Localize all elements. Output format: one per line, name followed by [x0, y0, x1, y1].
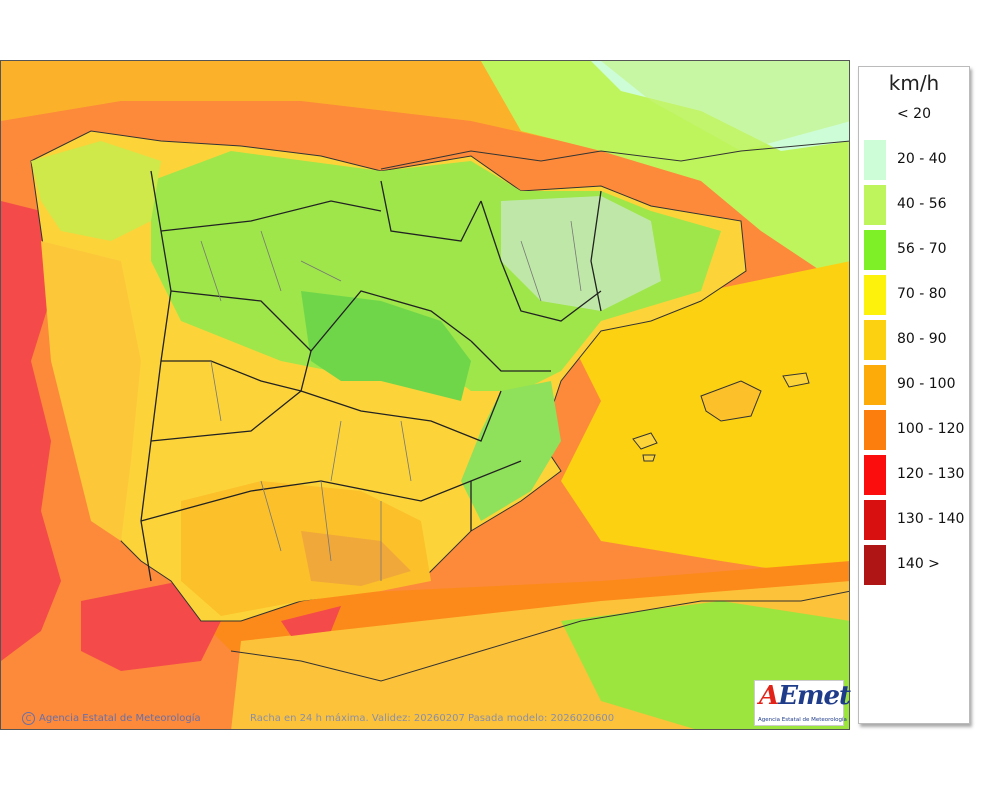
legend-swatch: [864, 230, 886, 270]
legend-swatch: [864, 455, 886, 495]
logo-subtitle: Agencia Estatal de Meteorología: [758, 717, 847, 723]
legend-title: km/h: [888, 71, 940, 95]
alboran-red: [281, 606, 341, 636]
legend-swatch: [864, 500, 886, 540]
east-coast-green: [461, 381, 561, 521]
legend-label: 40 - 56: [897, 196, 947, 212]
legend-swatch: [864, 185, 886, 225]
legend-item: 120 - 130: [859, 455, 969, 495]
legend-item: 90 - 100: [859, 365, 969, 405]
province-borders: [200, 220, 582, 581]
portugal-zone: [41, 241, 141, 541]
formentera-island: [642, 454, 656, 462]
legend-swatch: [864, 365, 886, 405]
legend-label: 56 - 70: [897, 241, 947, 257]
aemet-logo: AEmet Agencia Estatal de Meteorología: [754, 680, 851, 726]
center-green-zone: [301, 291, 471, 401]
map-canvas: [1, 61, 849, 729]
legend-panel: km/h < 20 20 - 40 40 - 56 56 - 70 70 - 80 80 …: [858, 66, 970, 724]
legend-item: 140 >: [859, 545, 969, 585]
south-hot-spots: [301, 531, 411, 586]
legend-label: < 20: [897, 106, 931, 122]
region-borders: [140, 170, 602, 582]
legend-label: 90 - 100: [897, 376, 956, 392]
galicia-zone: [31, 141, 161, 241]
legend-item: 70 - 80: [859, 275, 969, 315]
credit-line: C Agencia Estatal de Meteorología: [22, 712, 201, 725]
legend-label: 20 - 40: [897, 151, 947, 167]
wind-gust-map: [0, 60, 850, 730]
legend-item: 20 - 40: [859, 140, 969, 180]
ibiza-island: [632, 432, 658, 450]
legend-label: 140 >: [897, 556, 940, 572]
logo-mark-a: A: [759, 681, 779, 711]
legend-swatch: [864, 140, 886, 180]
legend-swatch: [864, 320, 886, 360]
legend-item: 56 - 70: [859, 230, 969, 270]
legend-item: < 20: [859, 95, 969, 135]
legend-swatch: [864, 545, 886, 585]
logo-mark-rest: Emet: [778, 681, 851, 711]
africa-coastline: [230, 590, 849, 682]
legend-item: 100 - 120: [859, 410, 969, 450]
ebro-light-zone: [501, 196, 661, 311]
legend-label: 120 - 130: [897, 466, 965, 482]
logo-mark: AEmet: [759, 681, 851, 711]
mallorca-island: [700, 380, 762, 422]
menorca-island: [782, 372, 810, 388]
legend-item: 130 - 140: [859, 500, 969, 540]
legend-label: 100 - 120: [897, 421, 965, 437]
legend-swatch: [864, 275, 886, 315]
legend-label: 80 - 90: [897, 331, 947, 347]
legend-swatch: [864, 410, 886, 450]
copyright-icon: C: [22, 712, 35, 725]
france-land: [471, 61, 849, 151]
credit-text: Agencia Estatal de Meteorología: [39, 713, 201, 724]
france-coastline: [380, 140, 849, 170]
legend-label: 70 - 80: [897, 286, 947, 302]
legend-label: 130 - 140: [897, 511, 965, 527]
legend-item: 80 - 90: [859, 320, 969, 360]
atlantic-red-west: [1, 201, 61, 661]
legend-swatch: [864, 95, 886, 135]
sea-zone-balearic: [561, 261, 849, 581]
validity-text: Racha en 24 h máxima. Validez: 20260207 …: [250, 713, 615, 724]
atlantic-red-south: [81, 581, 221, 671]
legend-item: 40 - 56: [859, 185, 969, 225]
